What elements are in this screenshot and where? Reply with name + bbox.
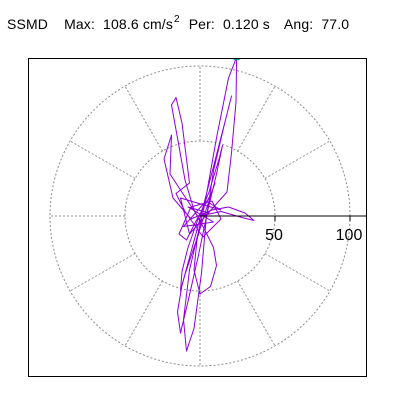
grid-spoke-30: [264, 140, 331, 179]
grid-spoke-300: [237, 280, 276, 347]
trace-layer: [163, 58, 255, 352]
tick-label-50: 50: [265, 227, 283, 244]
grid-spoke-240: [124, 280, 163, 347]
chart-title: SSMD Max: 108.6 cm/s 2 Per: 0.120 s Ang:…: [7, 14, 349, 40]
tick-label-100: 100: [336, 227, 363, 244]
period-label: Per:: [188, 16, 215, 32]
peak-marker: [233, 58, 240, 61]
angle-readout: Ang: 77.0: [284, 16, 349, 32]
grid-spoke-330: [264, 253, 331, 292]
angle-label: Ang:: [283, 16, 314, 32]
polar-chart: 50 100: [28, 58, 367, 377]
max-unit: cm/s: [142, 16, 173, 32]
plot-frame: [28, 58, 367, 377]
chart-title-name: SSMD: [7, 16, 49, 32]
tick-label-layer: 50 100: [265, 227, 362, 244]
period-readout: Per: 0.120 s: [189, 16, 270, 32]
marker-layer: [233, 58, 240, 61]
period-unit: s: [262, 16, 270, 32]
axis-layer: [200, 215, 367, 221]
grid-spoke-60: [237, 85, 276, 152]
max-readout: Max: 108.6 cm/s 2: [64, 14, 180, 32]
angle-value: 77.0: [321, 16, 350, 32]
motion-trace: [163, 58, 255, 352]
max-label: Max:: [64, 16, 96, 32]
grid-spoke-150: [69, 140, 136, 179]
max-value: 108.6: [103, 16, 139, 32]
grid-spoke-210: [69, 253, 136, 292]
polar-chart-svg: 50 100: [28, 58, 367, 377]
max-unit-exponent: 2: [173, 14, 180, 25]
grid-spoke-120: [124, 85, 163, 152]
period-value: 0.120: [222, 16, 259, 32]
